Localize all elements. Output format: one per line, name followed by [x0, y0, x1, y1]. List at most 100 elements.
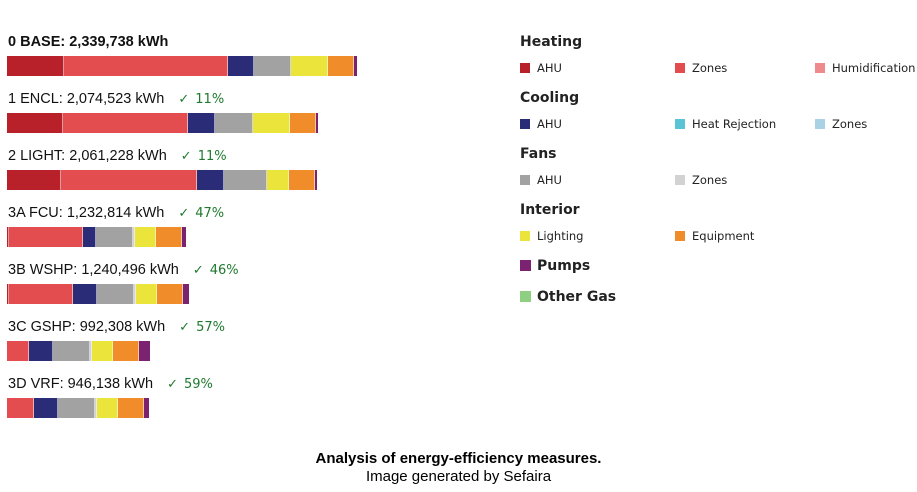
- bar-segment-cooling-ahu: [188, 113, 215, 133]
- bar-segment-heating-zones: [9, 227, 83, 247]
- legend-item: AHU: [520, 61, 562, 75]
- check-icon: ✓: [178, 206, 190, 221]
- bar-segment-pumps: [144, 398, 149, 418]
- savings-badge: ✓ 59%: [167, 377, 213, 392]
- legend-group-label: Fans: [520, 146, 557, 162]
- stacked-bar: [7, 113, 318, 133]
- legend-item-label: Zones: [832, 117, 868, 131]
- legend-swatch: [520, 231, 530, 241]
- legend-group-label: Cooling: [520, 90, 580, 106]
- scenario-name: 1 ENCL: 2,074,523 kWh: [8, 91, 165, 107]
- bar-segment-fans-zones: [90, 341, 92, 361]
- scenario-label: 3C GSHP: 992,308 kWh ✓ 57%: [8, 319, 225, 335]
- stacked-bar: [7, 56, 357, 76]
- bar-segment-lighting: [92, 341, 113, 361]
- legend-swatch: [520, 119, 530, 129]
- scenario-label: 0 BASE: 2,339,738 kWh: [8, 34, 168, 50]
- bar-segment-heating-ahu: [7, 113, 63, 133]
- check-icon: ✓: [180, 149, 192, 164]
- bar-segment-fans-ahu: [96, 227, 133, 247]
- bar-segment-pumps: [354, 56, 357, 76]
- bar-segment-fans-ahu: [58, 398, 95, 418]
- scenario-name: 3B WSHP: 1,240,496 kWh: [8, 262, 179, 278]
- check-icon: ✓: [179, 320, 191, 335]
- bar-segment-heating-zones: [7, 398, 34, 418]
- legend-item-label: AHU: [537, 173, 562, 187]
- bar-segment-equipment: [290, 113, 316, 133]
- stacked-bar: [7, 284, 189, 304]
- scenario-label: 3D VRF: 946,138 kWh ✓ 59%: [8, 376, 213, 392]
- savings-percent: 11%: [195, 92, 225, 107]
- legend-item-label: AHU: [537, 61, 562, 75]
- legend-item-label: Equipment: [692, 229, 755, 243]
- bar-segment-heating-ahu: [7, 227, 9, 247]
- bar-segment-cooling-ahu: [228, 56, 254, 76]
- stacked-bar-chart: 0 BASE: 2,339,738 kWh 1 ENCL: 2,074,523 k…: [0, 0, 470, 440]
- scenario-name: 3D VRF: 946,138 kWh: [8, 376, 154, 392]
- legend-swatch: [675, 231, 685, 241]
- legend-group-title: Heating: [520, 34, 582, 50]
- scenario-label: 1 ENCL: 2,074,523 kWh ✓ 11%: [8, 91, 224, 107]
- legend-item: Lighting: [520, 229, 583, 243]
- bar-segment-lighting: [97, 398, 118, 418]
- legend-swatch: [815, 63, 825, 73]
- bar-segment-heating-zones: [63, 113, 188, 133]
- bar-segment-equipment: [328, 56, 354, 76]
- bar-segment-fans-ahu: [97, 284, 134, 304]
- scenario-name: 3A FCU: 1,232,814 kWh: [8, 205, 165, 221]
- caption-credit: Image generated by Sefaira: [365, 468, 552, 485]
- legend-swatch: [520, 175, 530, 185]
- bar-segment-equipment: [118, 398, 144, 418]
- bar-segment-equipment: [157, 284, 183, 304]
- legend-group-title: Fans: [520, 146, 557, 162]
- legend-swatch: [675, 63, 685, 73]
- savings-badge: ✓ 11%: [181, 149, 227, 164]
- scenario-label: 3A FCU: 1,232,814 kWh ✓ 47%: [8, 205, 224, 221]
- bar-segment-lighting: [291, 56, 328, 76]
- legend-group-title: Interior: [520, 202, 580, 218]
- legend-item-label: Heat Rejection: [692, 117, 777, 131]
- bar-segment-fans-ahu: [224, 170, 267, 190]
- legend-item-label: Lighting: [537, 229, 584, 243]
- figure-caption: Analysis of energy-efficiency measures. …: [0, 450, 917, 485]
- savings-percent: 46%: [209, 263, 239, 278]
- savings-percent: 59%: [183, 377, 213, 392]
- bar-segment-heating-zones: [64, 56, 228, 76]
- legend-swatch: [520, 291, 531, 302]
- legend-item: Zones: [815, 117, 867, 131]
- bar-segment-pumps: [139, 341, 150, 361]
- check-icon: ✓: [178, 92, 190, 107]
- scenario-name: 2 LIGHT: 2,061,228 kWh: [8, 148, 167, 164]
- legend-group-title: Other Gas: [520, 289, 616, 305]
- legend-item: Humidification: [815, 61, 915, 75]
- stacked-bar: [7, 227, 186, 247]
- caption-title: Analysis of energy-efficiency measures.: [315, 450, 602, 467]
- legend-swatch: [675, 175, 685, 185]
- legend-item-label: AHU: [537, 117, 562, 131]
- savings-badge: ✓ 11%: [178, 92, 224, 107]
- scenario-label: 2 LIGHT: 2,061,228 kWh ✓ 11%: [8, 148, 227, 164]
- legend-group-label: Heating: [520, 34, 583, 50]
- legend-item: AHU: [520, 117, 562, 131]
- legend-group-title: Pumps: [520, 258, 590, 274]
- legend-item: Zones: [675, 61, 727, 75]
- legend-item-label: Humidification: [832, 61, 916, 75]
- legend-item-label: Zones: [692, 173, 728, 187]
- bar-segment-equipment: [113, 341, 139, 361]
- savings-percent: 11%: [197, 149, 227, 164]
- scenario-name: 3C GSHP: 992,308 kWh: [8, 319, 166, 335]
- legend-swatch: [520, 63, 530, 73]
- savings-badge: ✓ 57%: [179, 320, 225, 335]
- bar-segment-fans-ahu: [215, 113, 253, 133]
- bar-segment-heating-zones: [7, 341, 29, 361]
- scenario-name: 0 BASE: 2,339,738 kWh: [8, 34, 169, 50]
- scenario-label: 3B WSHP: 1,240,496 kWh ✓ 46%: [8, 262, 239, 278]
- bar-segment-cooling-ahu: [34, 398, 58, 418]
- bar-segment-cooling-ahu: [197, 170, 224, 190]
- legend-item: AHU: [520, 173, 562, 187]
- legend-group-label: Other Gas: [537, 289, 617, 305]
- bar-segment-fans-zones: [134, 284, 136, 304]
- bar-segment-heating-ahu: [7, 170, 61, 190]
- legend-group-title: Cooling: [520, 90, 579, 106]
- bar-segment-lighting: [135, 227, 156, 247]
